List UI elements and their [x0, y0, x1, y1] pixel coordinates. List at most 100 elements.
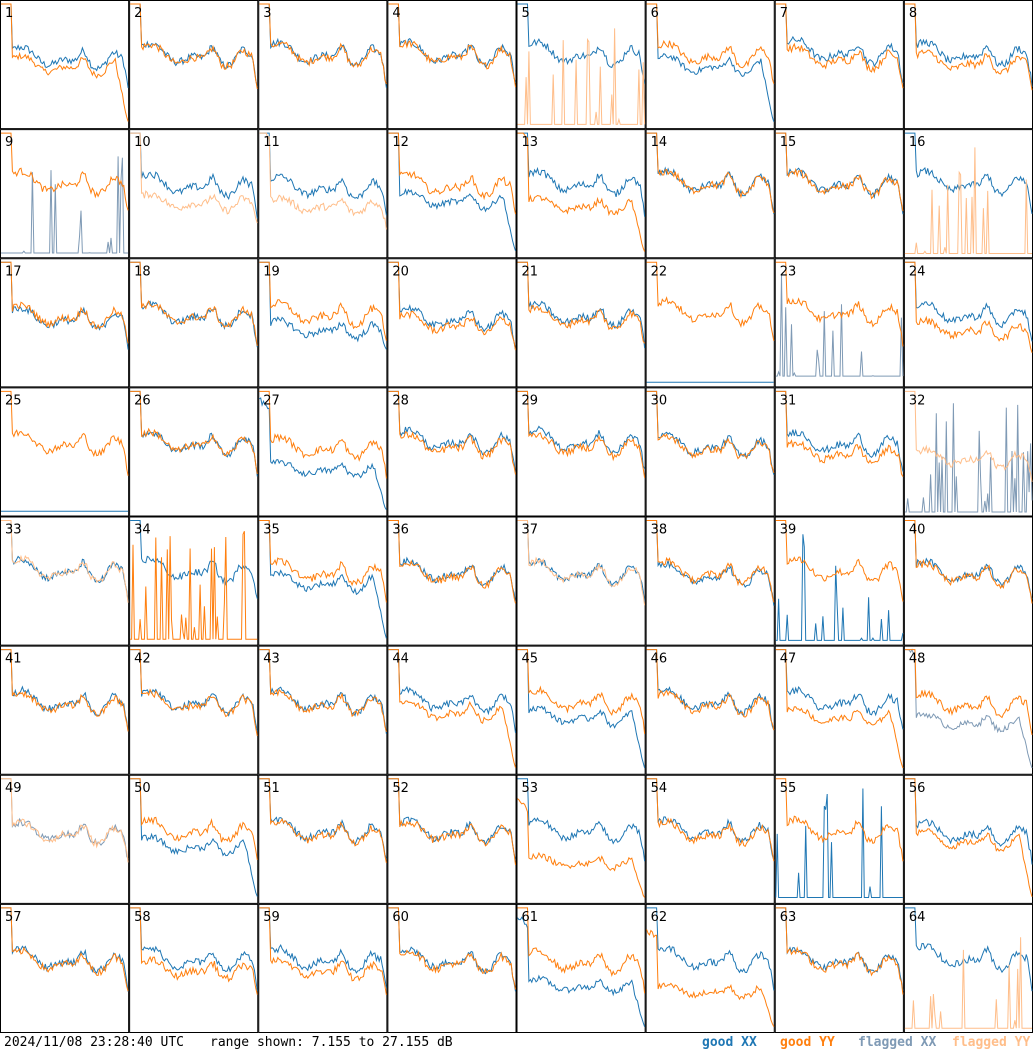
series-xx — [775, 390, 904, 472]
panel-label: 9 — [5, 135, 13, 150]
panel-label: 37 — [522, 523, 539, 538]
legend-good-xx: good XX — [702, 1035, 757, 1050]
series-xx — [388, 261, 516, 350]
panel-frame — [774, 774, 904, 904]
series-xx — [388, 907, 516, 992]
panel-frame — [774, 258, 904, 388]
panel-label: 31 — [780, 393, 797, 408]
series-yy — [904, 390, 1033, 483]
panel-label: 48 — [909, 652, 926, 667]
series-yy — [130, 907, 258, 995]
series-yy — [646, 520, 775, 603]
panel-label: 43 — [263, 652, 280, 667]
series-xx — [259, 132, 387, 216]
panel-62: 62 — [645, 903, 775, 1033]
panel-54: 54 — [645, 774, 775, 904]
series-xx — [904, 403, 1033, 513]
panel-frame — [258, 0, 388, 130]
series-xx — [517, 3, 646, 84]
panel-44: 44 — [387, 645, 517, 775]
panel-frame — [258, 516, 388, 646]
panel-frame — [645, 903, 775, 1033]
series-yy — [259, 132, 387, 230]
panel-frame — [129, 0, 259, 130]
series-xx — [904, 778, 1033, 865]
series-yy — [517, 907, 646, 994]
series-yy — [130, 530, 258, 640]
panel-frame — [645, 258, 775, 388]
panel-label: 13 — [522, 135, 539, 150]
series-xx — [646, 3, 775, 122]
panel-21: 21 — [516, 258, 646, 388]
panel-label: 45 — [522, 652, 539, 667]
panel-15: 15 — [774, 129, 904, 259]
series-xx — [1, 156, 129, 254]
panel-31: 31 — [774, 387, 904, 517]
panel-label: 19 — [263, 264, 280, 279]
series-yy — [775, 390, 904, 477]
series-yy — [1, 390, 129, 476]
series-xx — [388, 3, 516, 83]
panel-frame — [774, 387, 904, 517]
series-yy — [130, 3, 258, 89]
panel-6: 6 — [645, 0, 775, 130]
series-yy — [388, 3, 516, 88]
panel-label: 50 — [134, 781, 151, 796]
panel-43: 43 — [258, 645, 388, 775]
panel-frame — [129, 903, 259, 1033]
panel-frame — [645, 645, 775, 775]
panel-41: 41 — [0, 645, 130, 775]
panel-frame — [129, 774, 259, 904]
panel-46: 46 — [645, 645, 775, 775]
series-yy — [388, 778, 516, 866]
panel-8: 8 — [903, 0, 1033, 130]
panel-label: 52 — [392, 781, 409, 796]
panel-25: 25 — [0, 387, 130, 517]
series-yy — [646, 390, 775, 474]
series-xx — [1, 907, 129, 992]
series-yy — [646, 261, 775, 341]
panel-40: 40 — [903, 516, 1033, 646]
series-yy — [517, 132, 646, 252]
panel-label: 47 — [780, 652, 797, 667]
panel-38: 38 — [645, 516, 775, 646]
panel-frame — [645, 516, 775, 646]
panel-label: 46 — [651, 652, 668, 667]
series-yy — [130, 261, 258, 346]
panel-label: 58 — [134, 910, 151, 925]
series-yy — [388, 132, 516, 215]
series-yy — [259, 649, 387, 733]
panel-frame — [774, 0, 904, 130]
panel-61: 61 — [516, 903, 646, 1033]
legend-flagged-yy: flagged YY — [952, 1035, 1031, 1050]
series-xx — [904, 907, 1033, 992]
panel-5: 5 — [516, 0, 646, 130]
panel-55: 55 — [774, 774, 904, 904]
panel-label: 17 — [5, 264, 22, 279]
series-yy — [130, 390, 258, 474]
panel-frame — [0, 129, 130, 259]
panel-30: 30 — [645, 387, 775, 517]
series-yy — [388, 649, 516, 768]
panel-frame — [0, 387, 130, 517]
series-xx — [1, 778, 129, 860]
panel-28: 28 — [387, 387, 517, 517]
series-yy — [259, 3, 387, 85]
series-yy — [646, 929, 775, 1027]
panel-51: 51 — [258, 774, 388, 904]
panel-16: 16 — [903, 129, 1033, 259]
series-yy — [259, 261, 387, 341]
panel-27: 27 — [258, 387, 388, 517]
panel-label: 33 — [5, 523, 22, 538]
panel-36: 36 — [387, 516, 517, 646]
panel-label: 7 — [780, 6, 788, 21]
panel-35: 35 — [258, 516, 388, 646]
series-xx — [646, 132, 775, 215]
series-xx — [517, 778, 646, 862]
panel-23: 23 — [774, 258, 904, 388]
panel-label: 51 — [263, 781, 280, 796]
series-yy — [775, 778, 904, 862]
series-xx — [517, 261, 646, 349]
panel-frame — [516, 387, 646, 517]
series-yy — [388, 907, 516, 990]
